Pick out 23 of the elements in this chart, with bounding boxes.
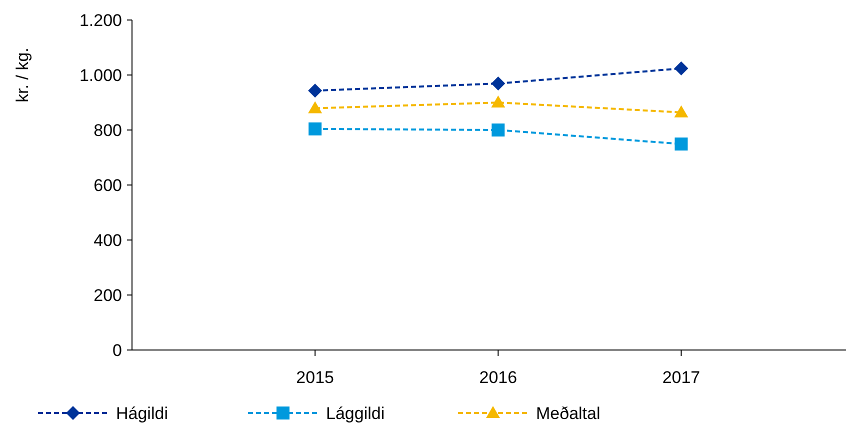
legend-label: Meðaltal	[536, 404, 600, 423]
legend-label: Lággildi	[326, 404, 385, 423]
y-tick-label: 200	[94, 286, 122, 305]
point	[492, 124, 505, 136]
y-tick-label: 400	[94, 230, 122, 250]
y-tick-label: 600	[94, 176, 122, 195]
point	[674, 138, 688, 151]
x-tick-label: 2017	[662, 368, 700, 387]
y-tick-label: 1.200	[79, 10, 122, 30]
point	[674, 61, 688, 76]
x-tick-label: 2016	[479, 368, 518, 387]
point	[491, 96, 506, 108]
x-tick-label: 2015	[296, 368, 334, 387]
y-tick-label: 800	[94, 120, 122, 140]
y-axis-title: kr. / kg.	[13, 48, 32, 102]
y-tick-label: 1.000	[79, 66, 122, 85]
point	[308, 122, 322, 136]
y-tick-label: 0	[112, 340, 122, 360]
point	[308, 101, 322, 114]
point	[674, 105, 688, 118]
point	[491, 76, 506, 91]
point	[308, 84, 322, 98]
legend-label: Hágildi	[116, 404, 168, 423]
